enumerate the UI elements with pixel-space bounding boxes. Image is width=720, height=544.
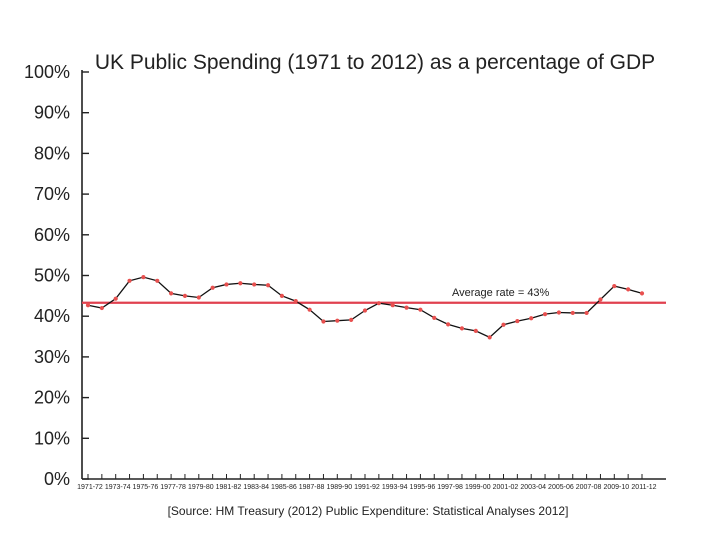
- data-point: [446, 322, 451, 327]
- data-point: [390, 303, 395, 308]
- data-point: [321, 319, 326, 324]
- x-tick-label: 1989-90: [326, 484, 352, 491]
- data-point: [127, 278, 132, 283]
- x-tick-label: 1995-96: [410, 484, 436, 491]
- data-point: [279, 293, 284, 298]
- x-tick-label: 1981-82: [216, 484, 242, 491]
- data-point: [182, 293, 188, 298]
- data-point: [626, 287, 631, 292]
- data-point: [501, 322, 506, 327]
- x-tick-label: 1985-86: [271, 484, 297, 491]
- data-point: [598, 297, 603, 302]
- data-point: [155, 278, 160, 283]
- y-tick-label: 30%: [34, 347, 70, 367]
- y-axis: 0% 10% 20% 30% 40% 50% 60% 70% 80% 90% 100%: [24, 62, 89, 489]
- data-point: [210, 285, 215, 290]
- data-point: [99, 305, 104, 311]
- y-tick-label: 0%: [44, 469, 70, 489]
- x-tick-label: 1977-78: [160, 484, 186, 491]
- x-tick-label: 2003-04: [520, 484, 546, 491]
- y-tick-label: 60%: [34, 225, 70, 245]
- chart-title: UK Public Spending (1971 to 2012) as a p…: [95, 51, 655, 74]
- y-tick-label: 10%: [34, 428, 70, 448]
- data-point: [169, 291, 174, 296]
- x-tick-label: 1983-84: [243, 484, 269, 491]
- data-point: [238, 281, 243, 286]
- data-point: [307, 307, 312, 312]
- y-tick-label: 40%: [34, 306, 70, 326]
- data-point: [487, 335, 492, 340]
- x-tick-label: 1993-94: [382, 484, 408, 491]
- data-point: [612, 283, 617, 289]
- y-tick-label: 80%: [34, 143, 70, 163]
- y-tick-label: 100%: [24, 62, 70, 82]
- data-point: [459, 326, 465, 331]
- average-label: Average rate = 43%: [452, 287, 550, 299]
- data-point: [529, 316, 534, 321]
- data-point: [349, 317, 354, 322]
- data-point: [362, 308, 368, 313]
- data-point: [376, 301, 381, 306]
- x-axis: 1971-72 1973-74 1975-76 1977-78 1979-80 1981-…: [77, 474, 666, 491]
- data-point: [113, 296, 118, 301]
- chart-source: [Source: HM Treasury (2012) Public Expen…: [168, 504, 569, 518]
- data-point: [265, 283, 271, 288]
- data-point: [141, 275, 146, 280]
- data-point: [584, 310, 589, 316]
- x-tick-label: 1991-92: [354, 484, 380, 491]
- series-line: [85, 275, 645, 340]
- x-tick-label: 2011-12: [631, 484, 656, 491]
- data-point: [85, 303, 91, 308]
- x-tick-label: 1979-80: [188, 484, 214, 491]
- x-tick-label: 1975-76: [133, 484, 159, 491]
- y-tick-label: 90%: [34, 103, 70, 123]
- x-tick-label: 1987-88: [299, 484, 325, 491]
- data-point: [556, 310, 562, 315]
- data-point: [252, 282, 257, 287]
- data-point: [542, 312, 548, 317]
- data-point: [418, 307, 423, 312]
- x-tick-label: 1973-74: [105, 484, 131, 491]
- y-tick-label: 20%: [34, 388, 70, 408]
- data-point: [432, 315, 437, 320]
- data-point: [335, 318, 340, 323]
- x-tick-label: 1971-72: [77, 484, 103, 491]
- data-point: [404, 305, 409, 310]
- data-point: [293, 299, 298, 304]
- y-tick-label: 50%: [34, 266, 70, 286]
- x-tick-label: 2009-10: [603, 484, 629, 491]
- series-polyline: [87, 276, 643, 339]
- data-point: [224, 282, 229, 287]
- x-tick-label: 2005-06: [548, 484, 574, 491]
- x-tick-label: 2001-02: [493, 484, 519, 491]
- data-point: [570, 310, 575, 316]
- data-point: [515, 318, 520, 324]
- data-point: [196, 295, 201, 300]
- average-group: Average rate = 43%: [82, 287, 666, 304]
- y-tick-label: 70%: [34, 184, 70, 204]
- x-tick-label: 1999-00: [465, 484, 491, 491]
- x-tick-label: 2007-08: [576, 484, 602, 491]
- data-point: [473, 328, 478, 333]
- data-point: [639, 291, 645, 296]
- x-tick-label: 1997-98: [437, 484, 463, 491]
